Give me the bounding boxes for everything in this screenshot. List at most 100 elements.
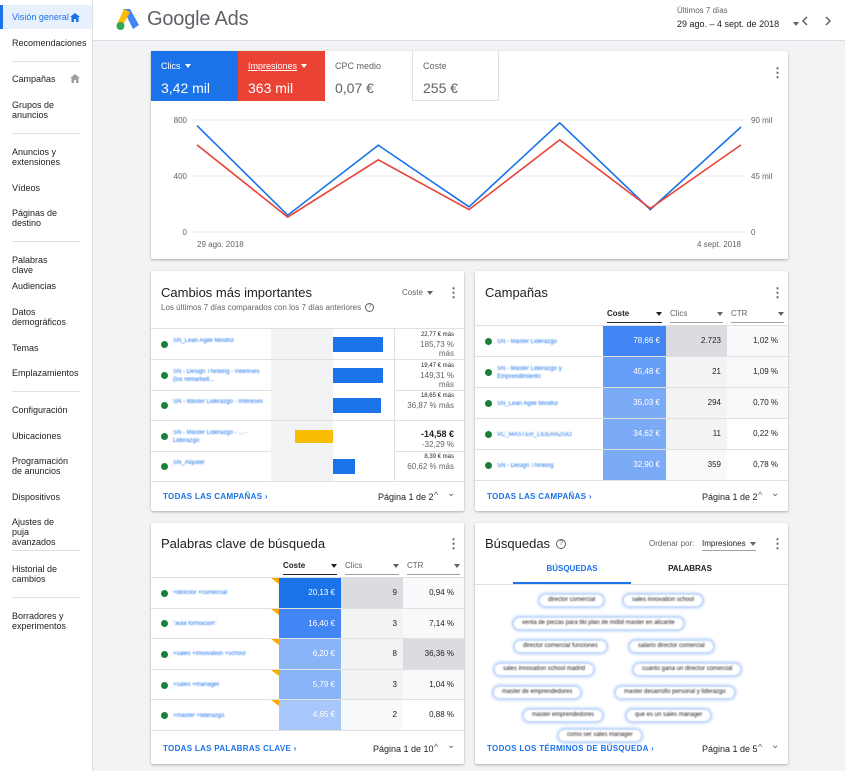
nav-item-videos[interactable]: Vídeos <box>0 183 80 193</box>
column-header[interactable]: Clics <box>670 309 723 323</box>
table-row[interactable]: VC_MASTER_LIDERAZGO 34,62 €11 0,22 % <box>475 419 788 450</box>
all-search-terms-link[interactable]: TODOS LOS TÉRMINOS DE BÚSQUEDA › <box>487 744 654 753</box>
row-name[interactable]: SN_Lean Agile Mindful <box>497 400 558 407</box>
campaign-name[interactable]: SN_Lean Agile Mindful <box>173 338 234 344</box>
table-row[interactable]: +director +comercial 20,13 €9 0,94 % <box>151 578 464 609</box>
search-term-chip[interactable]: salario director comercial <box>628 639 715 654</box>
search-term-chip[interactable]: sales innovation school <box>622 593 705 608</box>
nav-item-keywords[interactable]: Palabras clave <box>0 255 80 275</box>
nav-item-devices[interactable]: Dispositivos <box>0 492 80 502</box>
row-name[interactable]: SN - Design Thinking <box>497 462 554 469</box>
row-name[interactable]: +sales +manager <box>173 682 220 689</box>
campaign-name[interactable]: SN_Alquiler <box>173 460 205 467</box>
metric-impressions[interactable]: Impresiones 363 mil <box>238 51 325 101</box>
pager-prev-icon[interactable]: ^ <box>434 742 439 752</box>
pager-next-icon[interactable]: ⌄ <box>771 488 780 499</box>
nav-item-placements[interactable]: Emplazamientos <box>0 368 80 378</box>
all-campaigns-link[interactable]: TODAS LAS CAMPAÑAS › <box>163 492 268 501</box>
campaign-name[interactable]: SN - Design Thinking - Intereses (los re… <box>173 368 260 383</box>
chevron-left-icon[interactable] <box>801 16 809 26</box>
nav-item-landing-pages[interactable]: Páginas de destino <box>0 208 80 228</box>
nav-item-ad-groups[interactable]: Grupos de anuncios <box>0 100 80 120</box>
row-name[interactable]: SN - Máster Liderazgo <box>497 338 558 345</box>
tab-searches[interactable]: BÚSQUEDAS <box>513 558 631 584</box>
pager-next-icon[interactable]: ⌄ <box>771 740 780 751</box>
search-term-chip[interactable]: que es un sales manager <box>625 708 713 723</box>
metric-dropdown[interactable]: Coste <box>402 288 433 297</box>
column-header[interactable]: Clics <box>345 561 399 575</box>
nav-item-demographics[interactable]: Datos demográficos <box>0 307 80 327</box>
google-ads-logo[interactable]: Google Ads <box>115 8 249 31</box>
search-term-chip[interactable]: master emprendedores <box>522 708 605 723</box>
pager-label: Página 1 de 5 <box>702 744 758 754</box>
help-icon[interactable]: ? <box>556 538 567 549</box>
pager-prev-icon[interactable]: ^ <box>758 490 763 500</box>
nav-item-locations[interactable]: Ubicaciones <box>0 431 80 441</box>
row-name[interactable]: +master +liderazgo <box>173 712 225 719</box>
row-name[interactable]: +director +comercial <box>173 590 228 597</box>
change-row[interactable]: SN - Máster Liderazgo - Intereses 18,65 €… <box>151 390 464 422</box>
sort-dropdown[interactable]: Impresiones <box>702 539 756 551</box>
nav-item-change-history[interactable]: Historial de cambios <box>0 564 80 584</box>
nav-item-recommendations[interactable]: Recomendaciones <box>0 38 92 48</box>
column-header[interactable]: Coste <box>283 561 337 575</box>
nav-item-audiences[interactable]: Audiencias <box>0 281 80 291</box>
table-row[interactable]: +sales +manager 5,79 €3 1,04 % <box>151 669 464 701</box>
search-term-chip[interactable]: master de emprendedores <box>492 685 583 700</box>
column-header[interactable]: CTR <box>731 309 784 323</box>
column-header[interactable]: CTR <box>407 561 460 575</box>
change-row[interactable]: SN - Design Thinking - Intereses (los re… <box>151 359 464 391</box>
chevron-right-icon[interactable] <box>824 16 832 26</box>
table-row[interactable]: SN - Máster Liderazgo 78,66 €2.723 1,02 % <box>475 326 788 357</box>
change-row[interactable]: SN - Máster Liderazgo - ... - Liderazgo -… <box>151 420 464 452</box>
pager-prev-icon[interactable]: ^ <box>758 742 763 752</box>
row-name[interactable]: +sales +innovation +school <box>173 651 246 658</box>
more-options-icon[interactable]: ⋮ <box>771 536 784 551</box>
search-term-chip[interactable]: sales innovation school madrid <box>493 662 596 677</box>
row-name[interactable]: VC_MASTER_LIDERAZGO <box>497 431 572 438</box>
search-term-chip[interactable]: venta de piezas para tiki plan de móbil … <box>512 616 685 631</box>
table-row[interactable]: SN - Design Thinking 32,90 €359 0,78 % <box>475 450 788 481</box>
tab-keywords[interactable]: PALABRAS <box>631 558 749 584</box>
search-term-chip[interactable]: director comercial <box>538 593 606 608</box>
date-range-picker[interactable]: Últimos 7 días 29 ago. – 4 sept. de 2018 <box>677 6 800 29</box>
search-term-chip[interactable]: cuanto gana un director comercial <box>632 662 743 677</box>
all-campaigns-link[interactable]: TODAS LAS CAMPAÑAS › <box>487 492 592 501</box>
nav-item-topics[interactable]: Temas <box>0 343 80 353</box>
nav-item-ad-schedule[interactable]: Programación de anuncios <box>0 456 80 476</box>
pager-next-icon[interactable]: ⌄ <box>447 488 456 499</box>
search-term-chip[interactable]: director comercial funciones <box>513 639 608 654</box>
column-header[interactable]: Coste <box>607 309 662 323</box>
table-row[interactable]: +sales +innovation +school 6,20 €8 36,36 % <box>151 639 464 670</box>
table-row[interactable]: SN - Máster Liderazgo y Emprendimiento 45… <box>475 357 788 388</box>
more-options-icon[interactable]: ⋮ <box>771 65 784 80</box>
more-options-icon[interactable]: ⋮ <box>771 285 784 300</box>
nav-item-overview[interactable]: Visión general <box>0 5 92 29</box>
pager-prev-icon[interactable]: ^ <box>434 490 439 500</box>
change-row[interactable]: SN_Lean Agile Mindful 22,77 € más 185,73 %… <box>151 329 464 360</box>
metric-clicks[interactable]: Clics 3,42 mil <box>151 51 238 101</box>
nav-item-settings[interactable]: Configuración <box>0 405 80 415</box>
table-row[interactable]: "aula formacion" 16,40 €3 7,14 % <box>151 608 464 640</box>
table-row[interactable]: +master +liderazgo 4,65 €2 0,88 % <box>151 700 464 731</box>
more-options-icon[interactable]: ⋮ <box>447 536 460 551</box>
search-term-chip[interactable]: como ser sales manager <box>557 728 643 743</box>
campaign-name[interactable]: SN - Máster Liderazgo - ... - Liderazgo <box>173 429 248 444</box>
table-row[interactable]: SN_Lean Agile Mindful 35,03 €294 0,70 % <box>475 388 788 419</box>
more-options-icon[interactable]: ⋮ <box>447 285 460 300</box>
pager-next-icon[interactable]: ⌄ <box>447 740 456 751</box>
nav-item-ads[interactable]: Anuncios y extensiones <box>0 147 80 167</box>
nav-item-bid-adjustments[interactable]: Ajustes de puja avanzados <box>0 517 80 547</box>
metric-cost[interactable]: Coste 255 € <box>413 51 499 101</box>
row-name[interactable]: "aula formacion" <box>173 620 217 627</box>
change-row[interactable]: SN_Alquiler 8,39 € más 60,62 % más <box>151 451 464 483</box>
row-name[interactable]: SN - Máster Liderazgo y Emprendimiento <box>497 365 562 380</box>
metric-avg-cpc[interactable]: CPC medio 0,07 € <box>325 51 413 101</box>
help-icon[interactable]: ? <box>365 303 375 312</box>
cost-cell: 16,40 € <box>279 608 341 639</box>
campaign-name[interactable]: SN - Máster Liderazgo - Intereses <box>173 399 264 406</box>
nav-item-campaigns[interactable]: Campañas <box>0 74 92 84</box>
search-term-chip[interactable]: master desarrollo personal y liderazgo <box>614 685 736 700</box>
all-keywords-link[interactable]: TODAS LAS PALABRAS CLAVE › <box>163 744 297 753</box>
nav-item-drafts[interactable]: Borradores y experimentos <box>0 611 80 631</box>
